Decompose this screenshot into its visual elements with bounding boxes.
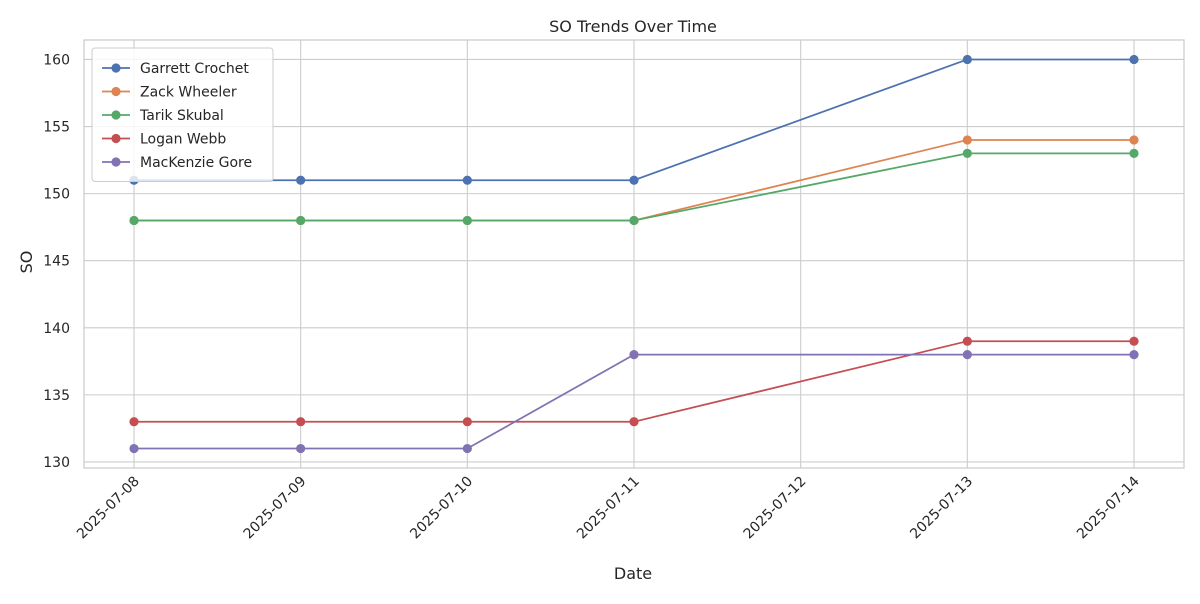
- data-point: [129, 443, 139, 454]
- legend-label: Tarik Skubal: [139, 108, 224, 124]
- legend-item: Tarik Skubal: [102, 108, 224, 124]
- legend-marker: [111, 86, 121, 97]
- x-axis-ticks: 2025-07-08 2025-07-09 2025-07-10 2025-07-11…: [74, 473, 1143, 542]
- data-point: [296, 215, 306, 226]
- data-point: [296, 417, 306, 427]
- plot-area: [83, 39, 1185, 469]
- data-point: [962, 54, 972, 65]
- x-tick-label: 2025-07-13: [907, 474, 976, 543]
- y-tick-label: 145: [43, 254, 70, 270]
- data-point: [629, 417, 639, 427]
- series-line: [133, 353, 1135, 450]
- data-point: [296, 175, 306, 185]
- legend-marker: [111, 133, 121, 144]
- legend-item: MacKenzie Gore: [102, 155, 252, 171]
- series-line: [133, 340, 1135, 423]
- legend-label: Logan Webb: [140, 132, 226, 148]
- legend-label: MacKenzie Gore: [140, 155, 252, 171]
- y-tick-label: 150: [43, 187, 70, 203]
- legend-marker: [111, 110, 121, 120]
- data-point: [629, 215, 639, 226]
- legend-item: Logan Webb: [102, 132, 226, 148]
- data-point: [1129, 350, 1139, 360]
- legend-marker: [111, 157, 121, 167]
- legend-label: Zack Wheeler: [140, 85, 237, 101]
- data-point: [296, 443, 306, 454]
- data-point: [1129, 135, 1139, 145]
- y-tick-label: 130: [43, 455, 70, 471]
- x-tick-label: 2025-07-08: [74, 474, 143, 543]
- data-point: [129, 417, 139, 427]
- data-point: [462, 417, 472, 427]
- y-axis-label: SO: [17, 251, 36, 274]
- legend-item: Garrett Crochet: [102, 61, 249, 77]
- data-point: [962, 350, 972, 360]
- y-tick-label: 135: [43, 388, 70, 404]
- data-point: [1129, 148, 1139, 158]
- legend: Garrett Crochet Zack Wheeler Tarik Skubal L…: [91, 47, 274, 182]
- series-layer: [129, 54, 1139, 454]
- data-point: [129, 215, 139, 226]
- legend-marker: [111, 63, 121, 73]
- series-4: [129, 350, 1139, 454]
- series-3: [129, 336, 1139, 427]
- data-point: [962, 135, 972, 145]
- data-point: [629, 350, 639, 360]
- x-tick-label: 2025-07-14: [1074, 473, 1143, 542]
- series-2: [129, 148, 1139, 226]
- y-tick-label: 140: [43, 321, 70, 337]
- data-point: [1129, 336, 1139, 346]
- x-tick-label: 2025-07-11: [574, 474, 643, 543]
- x-tick-label: 2025-07-10: [407, 474, 476, 543]
- y-tick-label: 155: [43, 120, 70, 136]
- data-point: [462, 175, 472, 185]
- data-point: [1129, 54, 1139, 65]
- y-tick-label: 160: [43, 52, 70, 68]
- y-axis-ticks: 130 135 140 145 150 155 160: [43, 52, 70, 471]
- legend-label: Garrett Crochet: [140, 61, 249, 77]
- x-tick-label: 2025-07-12: [741, 474, 810, 543]
- legend-box: [91, 47, 274, 182]
- legend-item: Zack Wheeler: [102, 85, 237, 101]
- data-point: [629, 175, 639, 185]
- data-point: [462, 443, 472, 454]
- data-point: [962, 336, 972, 346]
- data-point: [962, 148, 972, 158]
- series-line: [133, 152, 1135, 222]
- chart-title: SO Trends Over Time: [549, 17, 717, 36]
- data-point: [462, 215, 472, 226]
- x-tick-label: 2025-07-09: [241, 474, 310, 543]
- x-axis-label: Date: [614, 564, 652, 583]
